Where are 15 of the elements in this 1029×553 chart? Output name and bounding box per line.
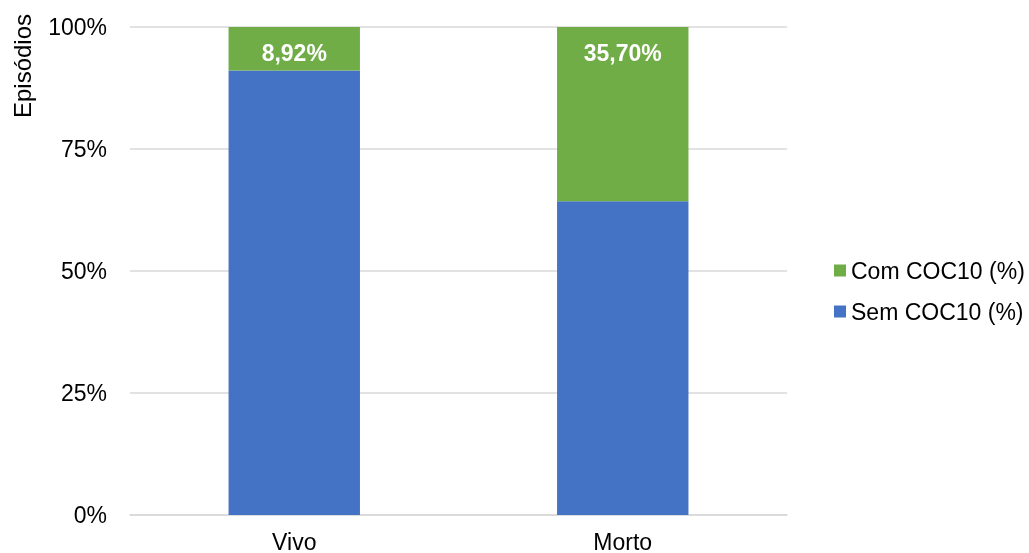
- legend-label: Sem COC10 (%): [851, 298, 1024, 325]
- y-tick-label: 100%: [48, 14, 107, 40]
- bar: [228, 70, 360, 515]
- bar: [557, 27, 689, 202]
- x-tick-label: Morto: [593, 528, 653, 553]
- y-axis-title: Episódios: [8, 13, 36, 119]
- x-tick-label: Vivo: [272, 528, 317, 553]
- y-tick-label: 0%: [73, 502, 107, 528]
- y-tick-label: 75%: [60, 136, 107, 162]
- y-tick-label: 50%: [60, 258, 107, 284]
- legend-label: Com COC10 (%): [851, 257, 1025, 284]
- data-label: 8,92%: [261, 39, 327, 66]
- y-tick-label: 25%: [60, 380, 107, 406]
- data-label: 35,70%: [583, 39, 662, 66]
- bar: [557, 201, 689, 515]
